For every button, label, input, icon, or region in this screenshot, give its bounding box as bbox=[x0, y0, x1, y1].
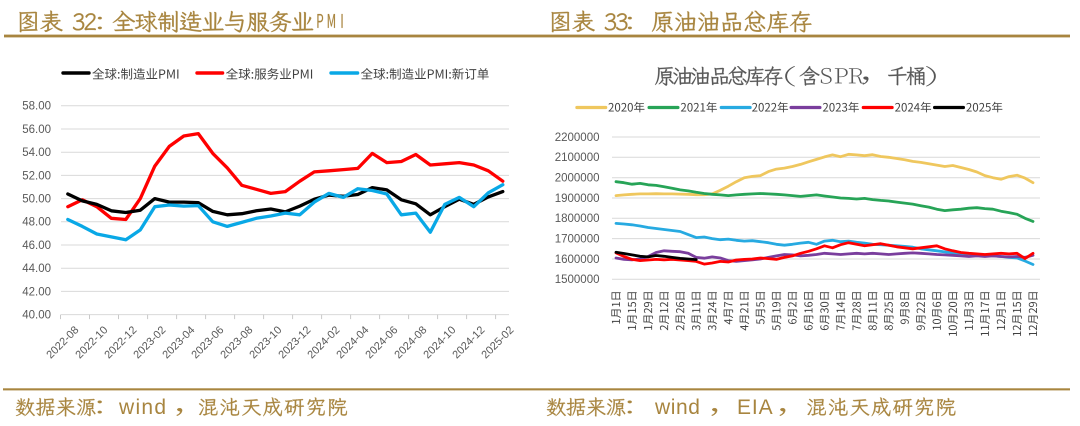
svg-text:EIA: EIA bbox=[737, 396, 774, 419]
svg-text:wind: wind bbox=[654, 396, 701, 419]
svg-text:58.00: 58.00 bbox=[22, 101, 51, 113]
svg-text:1600000: 1600000 bbox=[555, 254, 600, 266]
svg-text:2025-02: 2025-02 bbox=[479, 324, 516, 361]
svg-text:1800000: 1800000 bbox=[555, 213, 600, 225]
svg-text:50.00: 50.00 bbox=[22, 194, 51, 206]
svg-text:46.00: 46.00 bbox=[22, 240, 51, 252]
svg-text:54.00: 54.00 bbox=[22, 147, 51, 159]
svg-text:44.00: 44.00 bbox=[22, 263, 51, 275]
svg-text:2200000: 2200000 bbox=[555, 132, 600, 144]
svg-text:56.00: 56.00 bbox=[22, 124, 51, 136]
svg-text:2000000: 2000000 bbox=[555, 173, 600, 185]
svg-text:1700000: 1700000 bbox=[555, 234, 600, 246]
svg-text:1900000: 1900000 bbox=[555, 193, 600, 205]
svg-text:48.00: 48.00 bbox=[22, 217, 51, 229]
svg-text:1500000: 1500000 bbox=[555, 274, 600, 286]
svg-text:wind: wind bbox=[118, 396, 167, 419]
svg-text:2100000: 2100000 bbox=[555, 152, 600, 164]
svg-text:42.00: 42.00 bbox=[22, 286, 51, 298]
svg-text:40.00: 40.00 bbox=[22, 310, 51, 322]
svg-text:52.00: 52.00 bbox=[22, 170, 51, 182]
